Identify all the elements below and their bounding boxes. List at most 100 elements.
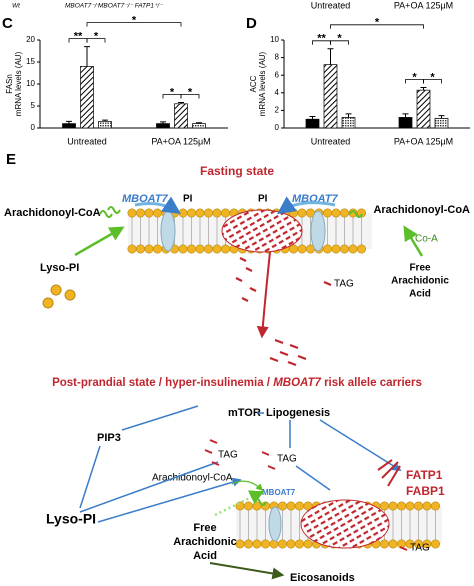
label: Free bbox=[193, 522, 216, 534]
lipid-head bbox=[204, 244, 214, 254]
label: FABP1 bbox=[406, 484, 445, 498]
significance-label: * bbox=[412, 71, 417, 83]
y-tick-label: 4 bbox=[275, 88, 280, 97]
label: MBOAT7 bbox=[122, 193, 169, 205]
lipid-head bbox=[356, 244, 366, 254]
bar bbox=[98, 121, 112, 129]
error-bar bbox=[345, 113, 352, 118]
lipid-head bbox=[339, 208, 349, 218]
x-tick-label: Untreated bbox=[67, 136, 107, 146]
significance-label: * bbox=[188, 86, 193, 98]
label: TAG bbox=[277, 454, 297, 465]
protein bbox=[268, 506, 282, 542]
lipid-head bbox=[244, 539, 254, 549]
bar bbox=[305, 118, 320, 129]
arrow bbox=[209, 562, 285, 580]
legend-label: Wt bbox=[12, 3, 21, 10]
label: FATP1 bbox=[406, 468, 443, 482]
lipid-head bbox=[331, 208, 341, 218]
bar bbox=[192, 123, 206, 129]
bar bbox=[416, 89, 431, 129]
y-tick-label: 15 bbox=[26, 57, 35, 66]
lipid-head bbox=[212, 244, 222, 254]
label: mTOR bbox=[228, 407, 261, 419]
significance-label: * bbox=[170, 86, 175, 98]
lipid-head bbox=[136, 244, 146, 254]
lipid-head bbox=[297, 244, 307, 254]
lipid-head bbox=[244, 501, 254, 511]
header-label: PA+OA 125μM bbox=[394, 0, 453, 10]
fatty-acid bbox=[349, 210, 363, 218]
bar bbox=[434, 117, 449, 129]
arrow bbox=[134, 196, 181, 214]
lipid-head bbox=[294, 539, 304, 549]
significance-label: * bbox=[94, 31, 99, 43]
lipid-head bbox=[221, 244, 231, 254]
y-tick-label: 10 bbox=[270, 35, 279, 44]
label: Co-A bbox=[415, 234, 438, 245]
lipid-head bbox=[153, 244, 163, 254]
lipid-head bbox=[303, 539, 313, 549]
arrow bbox=[79, 405, 240, 523]
lipid-head bbox=[388, 539, 398, 549]
lipid-head bbox=[187, 244, 197, 254]
fasting-title: Fasting state bbox=[200, 164, 274, 178]
lipid-head bbox=[422, 501, 432, 511]
lipid-droplet bbox=[221, 209, 303, 253]
arrow bbox=[257, 412, 400, 491]
label: Lipogenesis bbox=[266, 407, 330, 419]
error-bar bbox=[420, 87, 427, 91]
error-bar bbox=[438, 115, 445, 119]
bar bbox=[174, 103, 188, 129]
lipid-head bbox=[277, 501, 287, 511]
label: Acid bbox=[193, 550, 217, 562]
bar bbox=[323, 64, 338, 129]
lipid-head bbox=[322, 244, 332, 254]
lipid-head bbox=[260, 539, 270, 549]
lipid-head bbox=[388, 501, 398, 511]
label: PIP3 bbox=[97, 432, 121, 444]
lipid-head bbox=[297, 208, 307, 218]
y-tick-label: 6 bbox=[275, 70, 280, 79]
panel-label: E bbox=[6, 151, 16, 168]
lipid-head bbox=[136, 208, 146, 218]
significance-label: * bbox=[337, 33, 342, 45]
bar bbox=[156, 123, 170, 129]
lipid-head bbox=[144, 244, 154, 254]
postprandial-title: Post-prandial state / hyper-insulinemia … bbox=[52, 377, 422, 389]
y-tick-label: 0 bbox=[275, 123, 280, 132]
lipid-head bbox=[286, 539, 296, 549]
arrow bbox=[74, 226, 125, 257]
lipid-head bbox=[430, 539, 440, 549]
error-bar bbox=[160, 121, 166, 124]
lipid-head bbox=[339, 244, 349, 254]
label: Arachidonic bbox=[391, 276, 449, 287]
label: Lyso-PI bbox=[46, 511, 96, 527]
y-axis-label: FASn bbox=[5, 74, 14, 94]
label: Acid bbox=[409, 289, 431, 300]
lipid-droplet bbox=[300, 499, 390, 549]
label: PI bbox=[258, 194, 268, 205]
significance-bracket bbox=[86, 38, 106, 43]
arrow bbox=[231, 480, 264, 492]
arrow bbox=[256, 251, 271, 339]
lipid-head bbox=[322, 208, 332, 218]
lipid-head bbox=[252, 539, 262, 549]
y-axis-label: ACC bbox=[249, 75, 258, 92]
bar bbox=[80, 66, 94, 129]
arrow bbox=[214, 490, 265, 517]
lipid-head bbox=[405, 501, 415, 511]
fatty-acid bbox=[253, 498, 267, 506]
fatty-acid bbox=[204, 439, 408, 551]
bar bbox=[398, 117, 413, 129]
lipid-head bbox=[195, 208, 205, 218]
label: Free bbox=[409, 263, 431, 274]
label: Arachidonoyl-CoA bbox=[152, 473, 233, 484]
significance-bracket bbox=[180, 94, 200, 99]
lipid-head bbox=[221, 208, 231, 218]
panel-label: C bbox=[2, 15, 13, 32]
label: Eicosanoids bbox=[290, 572, 355, 584]
y-tick-label: 5 bbox=[31, 101, 36, 110]
